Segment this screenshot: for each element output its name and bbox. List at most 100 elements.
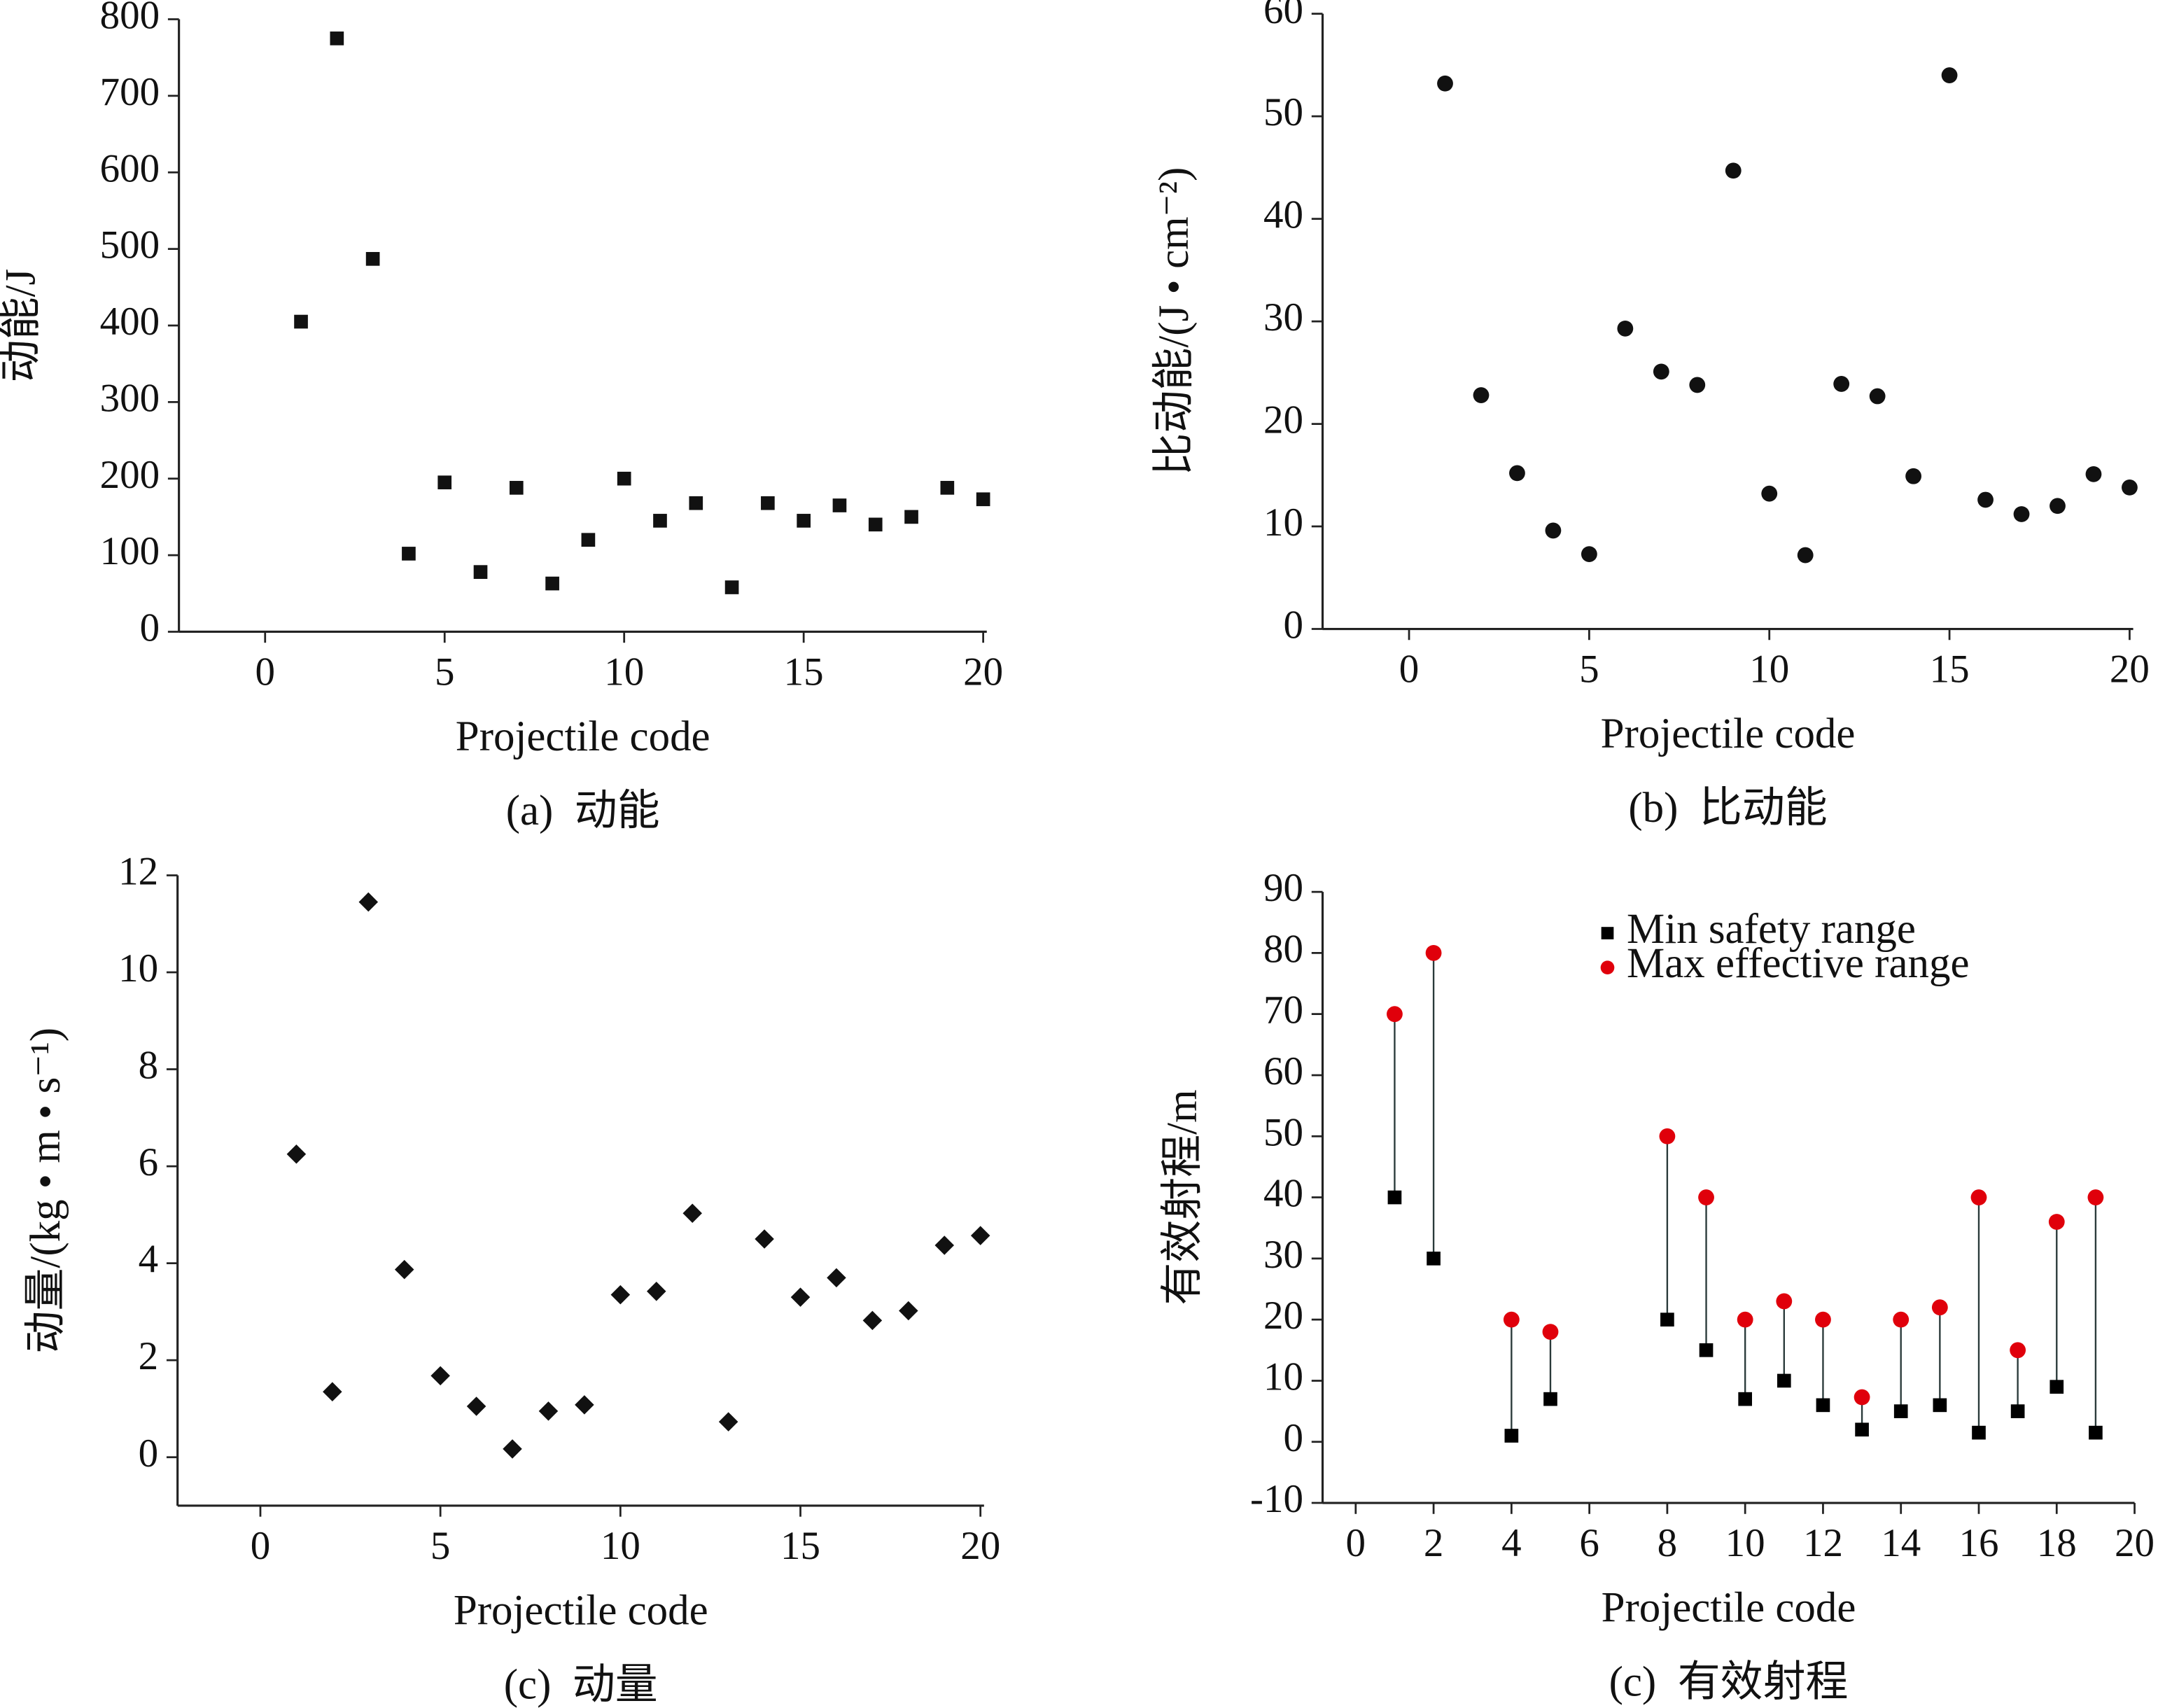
marker [581,533,596,547]
y-tick-label: 0 [139,1432,159,1476]
marker [1893,1311,1910,1328]
y-tick-label: -10 [1250,1477,1303,1521]
marker [832,498,847,512]
y-tick-label: 40 [1263,193,1303,237]
caption: (c) 动量 [504,1661,658,1708]
marker [647,1282,666,1301]
marker [904,510,918,524]
marker [1425,944,1442,961]
x-tick-label: 0 [1399,648,1420,692]
marker [1869,388,1886,405]
x-tick-label: 15 [1930,648,1970,692]
marker [1833,376,1850,392]
x-tick-label: 0 [255,650,275,694]
marker [2010,1342,2026,1359]
marker [358,892,379,912]
y-tick-label: 50 [1263,1110,1303,1154]
marker [682,1203,702,1224]
x-tick-label: 2 [1424,1521,1443,1565]
y-axis-label: 动能/J [0,269,44,383]
marker [538,1401,559,1421]
x-tick-label: 6 [1579,1521,1599,1565]
marker [1427,1252,1441,1266]
marker [294,314,308,329]
marker [718,1412,738,1432]
marker [466,1396,486,1416]
y-tick-label: 4 [139,1238,159,1282]
marker [1387,1006,1403,1023]
x-tick-label: 10 [1749,648,1789,692]
x-tick-label: 4 [1501,1521,1522,1565]
marker [575,1395,594,1415]
marker [1738,1392,1753,1406]
marker [1777,1373,1791,1388]
y-tick-label: 200 [100,453,160,497]
x-tick-label: 18 [2037,1521,2077,1565]
y-axis-label: 比动能/(J • cm⁻²) [1151,167,1198,476]
marker [653,514,667,528]
x-tick-label: 20 [960,1524,1000,1568]
y-tick-label: 500 [100,223,160,267]
marker [790,1287,811,1307]
marker [1545,522,1562,539]
marker [1941,67,1958,83]
x-tick-label: 20 [2115,1521,2155,1565]
marker [1504,1429,1519,1443]
y-tick-label: 8 [139,1044,159,1088]
marker [503,1439,522,1459]
legend-label: Max effective range [1627,940,1970,987]
marker [1725,162,1742,179]
x-tick-label: 5 [1579,648,1599,692]
marker [437,475,452,490]
y-tick-label: 6 [139,1140,159,1184]
y-tick-label: 30 [1263,295,1303,340]
marker [976,492,990,507]
marker [1737,1311,1753,1328]
x-tick-label: 10 [604,650,644,694]
marker [1659,1128,1676,1144]
marker [1617,320,1634,337]
marker [899,1301,918,1321]
y-tick-label: 0 [1283,603,1303,648]
marker [868,517,883,532]
x-tick-label: 10 [1725,1521,1765,1565]
y-axis-label: 有效射程/m [1159,1090,1206,1306]
marker [1972,1425,1986,1440]
marker [1698,1189,1714,1205]
marker [1387,1190,1402,1205]
x-tick-label: 10 [601,1524,640,1568]
y-tick-label: 20 [1263,398,1303,442]
marker [862,1310,883,1331]
marker [2087,1189,2104,1205]
marker [2013,506,2030,522]
marker [1503,1311,1520,1328]
y-tick-label: 60 [1263,0,1303,32]
marker [1905,468,1922,484]
marker [365,252,380,266]
marker [2010,1404,2025,1418]
y-tick-label: 100 [100,529,160,573]
legend-marker [1600,960,1615,975]
marker [1473,387,1490,403]
marker [1543,1392,1557,1406]
x-axis-label: Projectile code [456,713,710,760]
marker [1653,363,1669,380]
marker [2050,1380,2064,1394]
marker [1689,377,1706,393]
marker [755,1229,774,1249]
marker [430,1366,450,1386]
legend-label: Min safety range [1627,906,1916,953]
x-axis-label: Projectile code [1601,710,1856,757]
y-tick-label: 0 [140,606,160,650]
marker [473,565,488,579]
x-tick-label: 0 [251,1524,271,1568]
x-tick-label: 12 [1803,1521,1843,1565]
y-tick-label: 30 [1263,1233,1303,1277]
marker [970,1226,990,1245]
y-tick-label: 10 [118,946,158,990]
marker [1854,1389,1870,1406]
y-tick-label: 12 [118,850,158,894]
y-tick-label: 800 [100,0,160,38]
y-tick-label: 600 [100,146,160,190]
